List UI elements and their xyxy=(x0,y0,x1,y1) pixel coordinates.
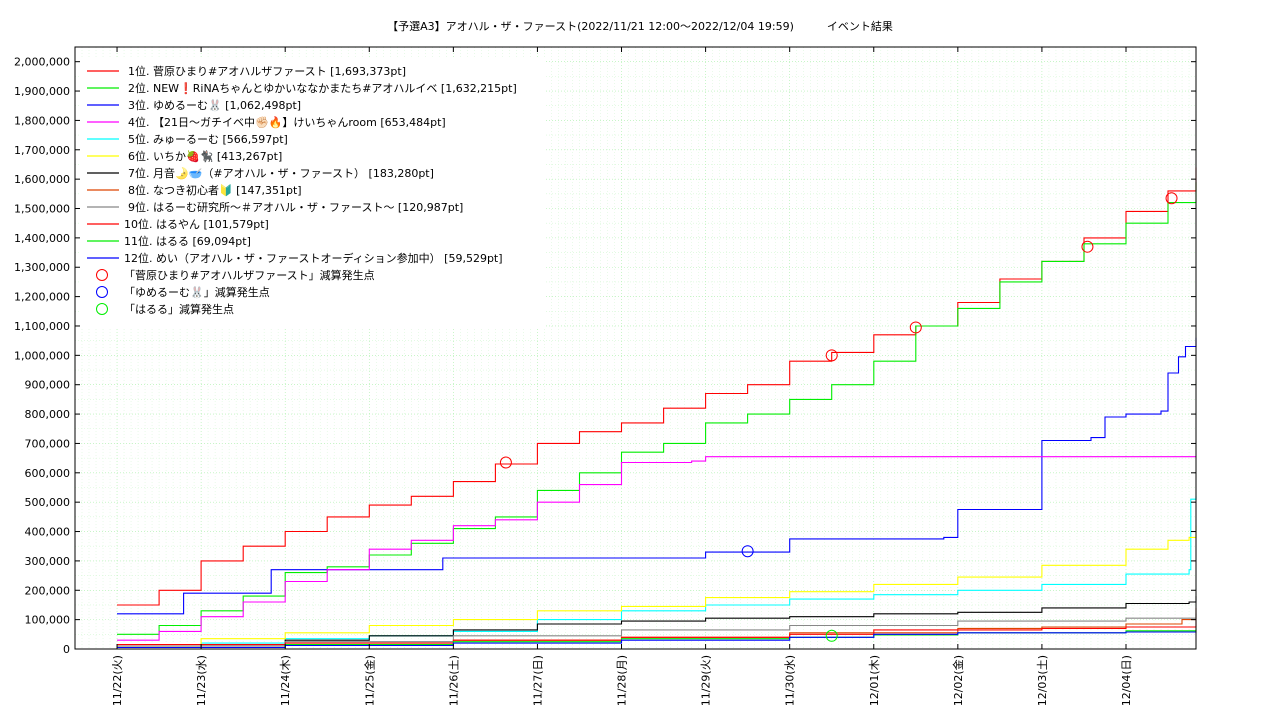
legend-label-8: 8位. なつき初心者🔰 [147,351pt] xyxy=(128,183,302,197)
y-tick-label: 900,000 xyxy=(25,379,71,392)
decrease-marker-1 xyxy=(1165,192,1178,205)
y-tick-label: 1,900,000 xyxy=(14,85,70,98)
decrease-marker-3 xyxy=(825,629,838,642)
y-tick-label: 1,200,000 xyxy=(14,291,70,304)
series-line-2 xyxy=(117,182,1197,635)
y-tick-label: 1,800,000 xyxy=(14,114,70,127)
x-axis: 11/22(火) 11/23(水) 11/24(木) 11/25(金) 11/26(土)… xyxy=(111,47,1133,706)
series-line-12 xyxy=(117,631,1197,649)
chart-title: 【予選A3】アオハル・ザ・ファースト(2022/11/21 12:00〜2022… xyxy=(387,19,893,33)
y-tick-label: 0 xyxy=(63,643,70,656)
decrease-marker-1 xyxy=(909,321,922,334)
x-tick-label: 11/27(日) xyxy=(531,655,544,706)
x-tick-label: 11/22(火) xyxy=(111,655,124,706)
x-tick-label: 12/03(土) xyxy=(1036,655,1049,706)
legend-label-7: 7位. 月音🌛🥣（#アオハル・ザ・ファースト） [183,280pt] xyxy=(128,166,434,180)
y-tick-label: 600,000 xyxy=(25,467,71,480)
y-tick-label: 1,500,000 xyxy=(14,203,70,216)
legend-marker-label-1: 「菅原ひまり#アオハルザファースト」減算発生点 xyxy=(124,268,375,282)
legend: 1位. 菅原ひまり#アオハルザファースト [1,693,373pt] 2位. NE… xyxy=(80,58,545,328)
y-tick-label: 500,000 xyxy=(25,496,71,509)
legend-background xyxy=(80,58,545,328)
y-tick-label: 800,000 xyxy=(25,408,71,421)
legend-marker-label-3: 「はるる」減算発生点 xyxy=(124,302,234,316)
legend-label-5: 5位. みゅーるーむ [566,597pt] xyxy=(128,132,288,146)
marker-layer xyxy=(499,192,1178,642)
x-tick-label: 11/30(水) xyxy=(784,655,797,706)
x-tick-label: 11/24(木) xyxy=(279,655,292,706)
x-tick-label: 11/26(土) xyxy=(447,655,460,706)
legend-marker-1 xyxy=(96,269,108,281)
legend-marker-2 xyxy=(96,286,108,298)
decrease-marker-2 xyxy=(741,545,754,558)
legend-label-6: 6位. いちか🍓🐈‍⬛ [413,267pt] xyxy=(128,149,282,163)
y-tick-label: 1,100,000 xyxy=(14,320,70,333)
x-tick-label: 12/01(木) xyxy=(868,655,881,706)
legend-label-9: 9位. はるーむ研究所〜＃アオハル・ザ・ファースト〜 [120,987pt] xyxy=(128,200,463,214)
series-line-4 xyxy=(117,456,1196,641)
legend-marker-3 xyxy=(96,303,108,315)
legend-label-3: 3位. ゆめるーむ🐰 [1,062,498pt] xyxy=(128,98,301,112)
y-tick-label: 300,000 xyxy=(25,555,71,568)
decrease-marker-1 xyxy=(825,349,838,362)
legend-label-10: 10位. はるやん [101,579pt] xyxy=(124,217,269,231)
x-tick-label: 11/28(月) xyxy=(616,655,629,706)
x-tick-label: 11/29(火) xyxy=(700,655,713,706)
x-tick-label: 11/23(水) xyxy=(195,655,208,706)
series-line-6 xyxy=(117,525,1197,647)
legend-label-4: 4位. 【21日〜ガチイベ中✊🏻🔥】けいちゃんroom [653,484pt] xyxy=(128,115,446,129)
legend-label-11: 11位. はるる [69,094pt] xyxy=(124,234,251,248)
series-line-7 xyxy=(117,596,1197,649)
decrease-marker-1 xyxy=(499,456,512,469)
x-tick-label: 12/02(金) xyxy=(951,655,965,706)
x-tick-label: 12/04(日) xyxy=(1120,655,1133,706)
y-tick-label: 2,000,000 xyxy=(14,56,70,69)
legend-label-1: 1位. 菅原ひまり#アオハルザファースト [1,693,373pt] xyxy=(128,64,406,78)
y-tick-label: 1,400,000 xyxy=(14,232,70,245)
legend-marker-label-2: 「ゆめるーむ🐰」減算発生点 xyxy=(124,285,270,299)
legend-label-2: 2位. NEW❗RiNAちゃんとゆかいななかまたち#アオハルイベ [1,632,… xyxy=(128,81,517,95)
series-line-10 xyxy=(117,619,1197,646)
y-tick-label: 1,600,000 xyxy=(14,173,70,186)
plot-frame xyxy=(74,46,1197,650)
y-tick-label: 200,000 xyxy=(25,584,71,597)
x-tick-label: 11/25(金) xyxy=(362,655,376,706)
y-tick-label: 700,000 xyxy=(25,437,71,450)
y-tick-label: 100,000 xyxy=(25,614,71,627)
y-tick-label: 1,300,000 xyxy=(14,261,70,274)
legend-label-12: 12位. めい（アオハル・ザ・ファーストオーディション参加中） [59,529p… xyxy=(124,251,503,265)
y-axis: 0 100,000 200,000 300,000 400,000 500,000 600,… xyxy=(14,56,1196,656)
y-tick-label: 1,000,000 xyxy=(14,349,70,362)
y-tick-label: 400,000 xyxy=(25,526,71,539)
y-tick-label: 1,700,000 xyxy=(14,144,70,157)
series-line-9 xyxy=(117,613,1197,647)
decrease-marker-1 xyxy=(1081,240,1094,253)
